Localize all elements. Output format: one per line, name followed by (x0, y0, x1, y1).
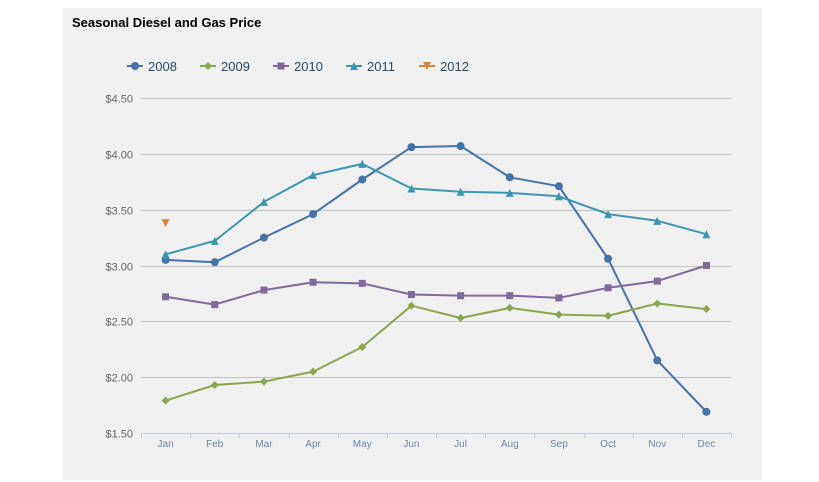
y-tick-label: $3.50 (105, 206, 133, 218)
legend-item-2012[interactable]: 2012 (419, 59, 469, 74)
data-point-2011-Oct[interactable] (604, 210, 613, 219)
data-point-2011-Nov[interactable] (653, 216, 662, 225)
data-point-2011-Apr[interactable] (309, 171, 318, 180)
data-point-2010-Oct[interactable] (604, 284, 612, 292)
data-point-2010-May[interactable] (358, 279, 366, 287)
legend-label: 2012 (440, 59, 469, 74)
x-tick-label: Apr (305, 439, 321, 450)
data-point-2009-Mar[interactable] (259, 377, 268, 386)
y-tick-label: $1.50 (105, 429, 133, 441)
data-point-2008-Dec[interactable] (702, 407, 711, 416)
data-point-2009-Jun[interactable] (407, 301, 416, 310)
data-point-2010-Jan[interactable] (162, 293, 170, 301)
data-point-2011-Feb[interactable] (210, 236, 219, 245)
legend-label: 2011 (367, 59, 395, 74)
data-point-2010-Dec[interactable] (702, 262, 710, 269)
x-tick-label: Jul (454, 439, 467, 450)
x-tick-label: Nov (648, 439, 666, 450)
data-point-2011-Jul[interactable] (456, 187, 465, 196)
x-tick-label: Mar (255, 439, 273, 450)
data-point-2009-Oct[interactable] (604, 311, 613, 320)
x-tick-label: Sep (550, 439, 568, 450)
data-point-2010-Nov[interactable] (653, 277, 661, 285)
data-point-2008-Feb[interactable] (210, 258, 219, 267)
series-line-2008 (165, 145, 708, 413)
x-tick-label: Oct (600, 439, 616, 450)
legend-item-2010[interactable]: 2010 (273, 59, 323, 74)
y-tick-label: $2.50 (105, 317, 133, 329)
legend-item-2009[interactable]: 2009 (200, 59, 250, 74)
data-point-2009-Jul[interactable] (456, 313, 465, 322)
data-point-2010-Jul[interactable] (457, 292, 465, 300)
series-2011 (161, 159, 711, 259)
data-point-2008-Nov[interactable] (653, 356, 662, 365)
data-point-2009-Dec[interactable] (702, 305, 711, 314)
legend-item-2011[interactable]: 2011 (346, 59, 395, 74)
data-point-2008-Sep[interactable] (554, 182, 563, 191)
chart-title: Seasonal Diesel and Gas Price (72, 15, 262, 30)
data-point-2009-Sep[interactable] (554, 310, 563, 319)
data-point-2008-Apr[interactable] (309, 210, 318, 219)
data-point-2008-Mar[interactable] (259, 233, 268, 242)
series-line-2009 (165, 302, 707, 402)
x-tick-label: Dec (698, 439, 716, 450)
data-point-2008-Aug[interactable] (505, 173, 514, 182)
legend-marker[interactable] (350, 62, 358, 70)
data-point-2011-Dec[interactable] (702, 230, 711, 239)
series-2010 (162, 262, 710, 309)
legend-marker[interactable] (423, 62, 431, 70)
x-tick-label: Jan (158, 439, 174, 450)
series-line-2011 (165, 162, 707, 256)
data-point-2008-Jul[interactable] (456, 142, 465, 151)
data-point-2010-Sep[interactable] (555, 294, 563, 302)
series-2009 (161, 299, 711, 405)
data-point-2009-Apr[interactable] (309, 367, 318, 376)
data-point-2010-Mar[interactable] (260, 286, 268, 294)
data-point-2012-Jan[interactable] (161, 219, 170, 228)
series-2012 (161, 219, 170, 228)
data-point-2011-Jan[interactable] (161, 250, 170, 259)
legend-label: 2009 (221, 59, 250, 74)
data-point-2008-Jun[interactable] (407, 143, 416, 152)
data-point-2011-Sep[interactable] (554, 192, 563, 201)
data-point-2011-May[interactable] (358, 159, 367, 168)
data-point-2011-Jun[interactable] (407, 184, 416, 193)
x-tick-label: May (353, 439, 372, 450)
x-tick-label: Feb (206, 439, 224, 450)
legend-marker[interactable] (277, 62, 285, 70)
data-point-2009-Feb[interactable] (210, 380, 219, 389)
data-point-2008-Oct[interactable] (604, 254, 613, 263)
data-point-2010-Apr[interactable] (309, 278, 317, 286)
y-tick-label: $4.50 (105, 94, 133, 106)
data-point-2008-May[interactable] (358, 175, 367, 184)
data-point-2009-Nov[interactable] (653, 299, 662, 308)
data-point-2009-May[interactable] (358, 343, 367, 352)
series-2008 (161, 142, 711, 416)
data-point-2009-Aug[interactable] (505, 303, 514, 312)
y-tick-label: $4.00 (105, 150, 133, 162)
data-point-2010-Feb[interactable] (211, 301, 219, 309)
legend-label: 2008 (148, 59, 177, 74)
legend-marker[interactable] (204, 62, 212, 70)
data-point-2011-Mar[interactable] (259, 197, 268, 206)
legend-label: 2010 (294, 59, 323, 74)
y-tick-label: $3.00 (105, 262, 133, 274)
x-tick-label: Aug (501, 439, 519, 450)
legend-marker[interactable] (131, 62, 139, 70)
legend-item-2008[interactable]: 2008 (127, 59, 177, 74)
series-line-2010 (165, 264, 707, 306)
data-point-2010-Jun[interactable] (407, 291, 415, 299)
chart-panel: Seasonal Diesel and Gas Price (63, 8, 762, 480)
x-tick-label: Jun (403, 439, 419, 450)
y-tick-label: $2.00 (105, 373, 133, 385)
data-point-2010-Aug[interactable] (506, 292, 514, 300)
data-point-2009-Jan[interactable] (161, 396, 170, 405)
data-point-2011-Aug[interactable] (505, 188, 514, 197)
